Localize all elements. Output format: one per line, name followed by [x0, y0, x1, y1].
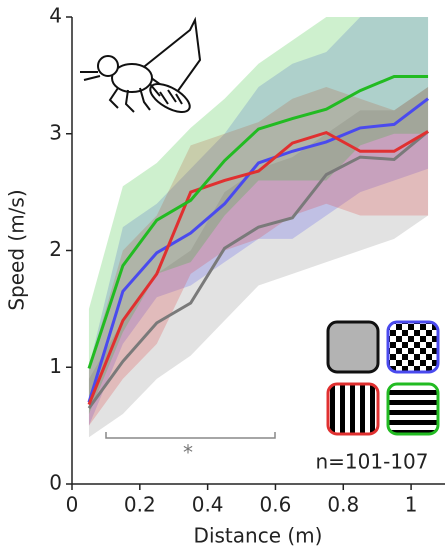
legend-icon [386, 382, 440, 436]
y-tick-label: 0 [49, 471, 62, 495]
x-tick-label: 0.6 [260, 493, 292, 517]
series-line [87, 75, 429, 369]
sample-size-note: n=101-107 [316, 450, 429, 474]
lines [87, 75, 430, 409]
x-axis-label: Distance (m) [194, 524, 323, 548]
x-tick-label: 1 [405, 493, 418, 517]
y-tick-label: 4 [49, 4, 62, 28]
confidence-band [88, 17, 429, 414]
series-line [87, 130, 430, 409]
confidence-band [88, 87, 429, 426]
y-tick-label: 3 [49, 120, 62, 144]
x-tick-label: 0.4 [192, 493, 224, 517]
confidence-band [88, 87, 429, 438]
significance-bracket [105, 432, 276, 439]
y-tick-label: 2 [49, 237, 62, 261]
bands [88, 17, 429, 438]
x-tick-label: 0 [66, 493, 79, 517]
confidence-band [88, 17, 429, 426]
x-tick-label: 0.2 [124, 493, 156, 517]
significance-star: * [183, 441, 193, 465]
series-line [87, 130, 429, 406]
y-axis-label: Speed (m/s) [5, 189, 29, 310]
series-line [87, 97, 429, 403]
y-tick-label: 1 [49, 354, 62, 378]
legend-icon [386, 320, 440, 374]
legend-icon [326, 320, 380, 374]
x-tick-label: 0.8 [327, 493, 359, 517]
fly-illustration [80, 16, 202, 113]
legend-icon [326, 382, 380, 436]
